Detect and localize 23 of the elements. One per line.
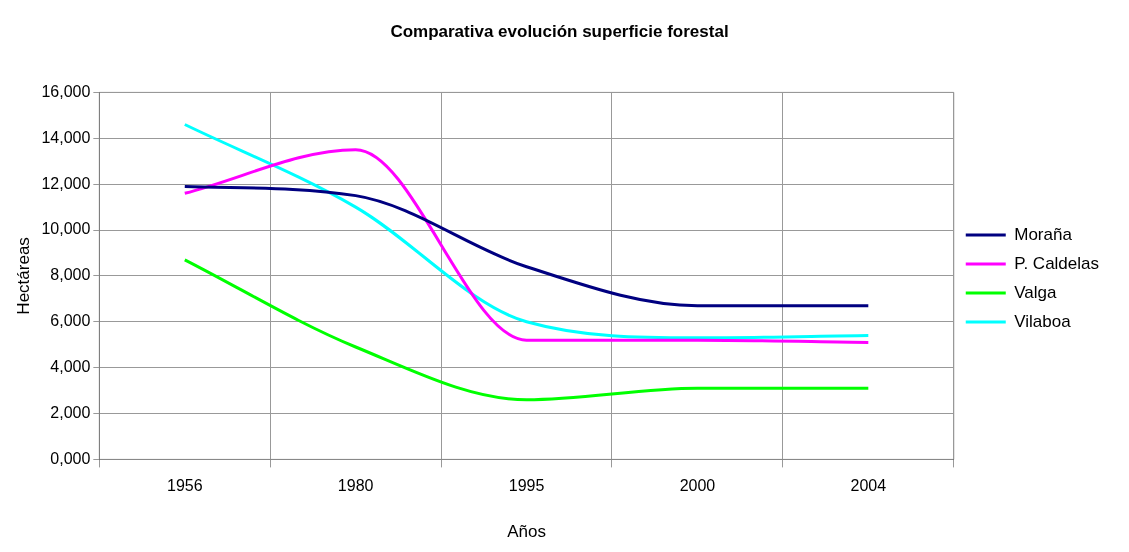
x-tick-label: 2004 — [850, 477, 887, 495]
legend-label: Vilaboa — [1014, 311, 1072, 331]
legend-label: Moraña — [1014, 224, 1073, 244]
y-tick-label: 2,000 — [50, 403, 91, 421]
x-tick-label: 1995 — [508, 477, 545, 495]
x-tick-label: 2000 — [679, 477, 716, 495]
legend-label: Valga — [1014, 282, 1058, 302]
line-series — [183, 258, 870, 402]
y-tick-label: 12,000 — [41, 174, 91, 192]
y-tick-label: 0,000 — [50, 449, 91, 467]
legend-label: P. Caldelas — [1014, 253, 1100, 273]
line-series — [183, 184, 870, 308]
y-tick-label: 14,000 — [41, 128, 91, 146]
y-axis-title: Hectáreas — [13, 237, 33, 315]
x-axis-title: Años — [507, 522, 546, 542]
x-tick-label: 1980 — [337, 477, 374, 495]
chart-title: Comparativa evolución superficie forestal — [390, 21, 729, 41]
x-tick-label: 1956 — [166, 477, 203, 495]
y-tick-label: 16,000 — [41, 82, 91, 100]
y-tick-label: 6,000 — [50, 312, 91, 330]
y-tick-label: 10,000 — [41, 220, 91, 238]
y-tick-label: 8,000 — [50, 266, 91, 284]
y-tick-label: 4,000 — [50, 358, 91, 376]
